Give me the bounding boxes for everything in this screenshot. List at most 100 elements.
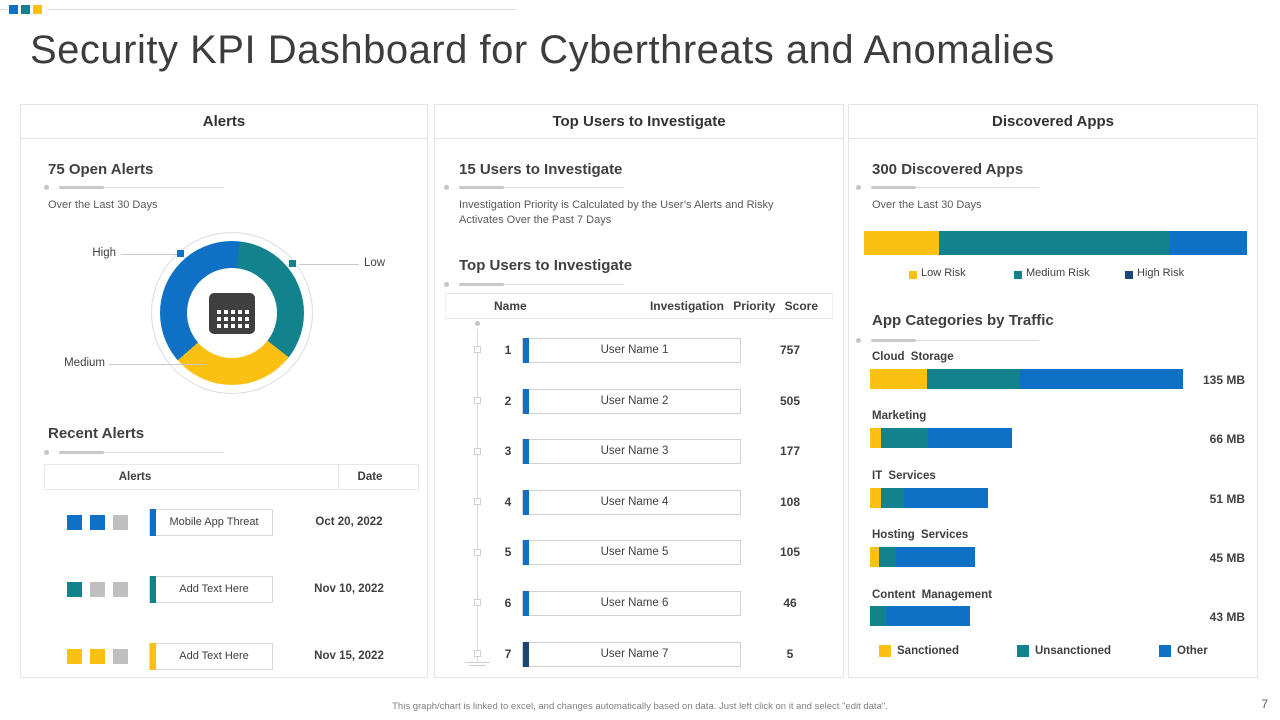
severity-square-icon bbox=[113, 649, 128, 664]
user-row: 4 User Name 4 108 bbox=[495, 489, 825, 516]
traffic-category-label: Hosting Services bbox=[872, 529, 969, 541]
alert-date: Nov 10, 2022 bbox=[314, 583, 384, 595]
alerts-panel-header: Alerts bbox=[21, 105, 427, 139]
column-divider bbox=[338, 465, 339, 489]
traffic-value: 66 MB bbox=[1209, 432, 1245, 446]
traffic-bar-chart[interactable] bbox=[870, 369, 1183, 389]
risk-bar-segment-high bbox=[1169, 231, 1247, 255]
alerts-panel: Alerts 75 Open Alerts Over the Last 30 D… bbox=[20, 104, 428, 678]
alert-accent-bar bbox=[150, 576, 156, 603]
traffic-segment-sanctioned bbox=[870, 428, 881, 448]
legend-square-other-icon bbox=[1159, 645, 1171, 657]
alert-row: Mobile App Threat Oct 20, 2022 bbox=[44, 509, 419, 536]
timeline-line bbox=[477, 329, 478, 661]
traffic-segment-sanctioned bbox=[870, 488, 881, 508]
page-title: Security KPI Dashboard for Cyberthreats … bbox=[30, 28, 1055, 72]
user-name: User Name 5 bbox=[600, 546, 669, 558]
user-name-box[interactable]: User Name 1 bbox=[522, 338, 741, 363]
severity-square-icon bbox=[90, 649, 105, 664]
user-name: User Name 4 bbox=[600, 496, 669, 508]
timeline-marker-icon bbox=[474, 346, 481, 353]
top-users-panel: Top Users to Investigate 15 Users to Inv… bbox=[434, 104, 844, 678]
user-score: 105 bbox=[779, 545, 801, 559]
traffic-category-label: Cloud Storage bbox=[872, 351, 954, 363]
traffic-segment-other bbox=[928, 428, 1012, 448]
user-name: User Name 3 bbox=[600, 445, 669, 457]
alerts-donut-chart[interactable] bbox=[160, 241, 304, 385]
alert-row: Add Text Here Nov 10, 2022 bbox=[44, 576, 419, 603]
timeline-start-dot-icon bbox=[475, 321, 480, 326]
traffic-bar-chart[interactable] bbox=[870, 606, 970, 626]
heading-rule bbox=[856, 185, 1039, 190]
traffic-segment-unsanctioned bbox=[879, 547, 896, 567]
timeline-end-cap bbox=[469, 665, 486, 666]
donut-callout-line-medium bbox=[109, 364, 205, 365]
user-name-box[interactable]: User Name 7 bbox=[522, 642, 741, 667]
legend-square-low-risk-icon bbox=[909, 271, 917, 279]
user-name: User Name 2 bbox=[600, 395, 669, 407]
donut-label-medium: Medium bbox=[64, 357, 105, 369]
donut-marker-low bbox=[289, 260, 296, 267]
donut-label-high: High bbox=[92, 247, 116, 259]
user-row: 3 User Name 3 177 bbox=[495, 438, 825, 465]
user-rank: 4 bbox=[504, 495, 512, 509]
legend-square-sanctioned-icon bbox=[879, 645, 891, 657]
column-header-score: Investigation Priority Score bbox=[649, 299, 818, 313]
user-name-box[interactable]: User Name 5 bbox=[522, 540, 741, 565]
open-alerts-kpi-subtitle: Over the Last 30 Days bbox=[48, 199, 158, 211]
deco-square-blue-icon bbox=[9, 5, 18, 14]
user-rank: 2 bbox=[504, 394, 512, 408]
apps-kpi-title: 300 Discovered Apps bbox=[872, 161, 1024, 178]
open-alerts-kpi-title: 75 Open Alerts bbox=[48, 161, 154, 178]
alert-label-box[interactable]: Add Text Here bbox=[149, 643, 273, 670]
legend-label-other: Other bbox=[1177, 645, 1208, 657]
legend-label-low-risk: Low Risk bbox=[921, 267, 966, 279]
user-name-box[interactable]: User Name 4 bbox=[522, 490, 741, 515]
user-rank: 1 bbox=[504, 343, 512, 357]
traffic-bar-chart[interactable] bbox=[870, 428, 1012, 448]
heading-rule bbox=[444, 282, 624, 287]
recent-alerts-header-row: Alerts Date bbox=[44, 464, 419, 490]
deco-square-teal-icon bbox=[21, 5, 30, 14]
donut-outer-ring bbox=[151, 232, 313, 394]
risk-stacked-bar-chart[interactable] bbox=[864, 231, 1247, 255]
traffic-segment-other bbox=[896, 547, 975, 567]
traffic-bar-chart[interactable] bbox=[870, 488, 988, 508]
user-name-box[interactable]: User Name 3 bbox=[522, 439, 741, 464]
heading-rule bbox=[856, 338, 1039, 343]
deco-line-left bbox=[0, 9, 7, 10]
legend-label-high-risk: High Risk bbox=[1137, 267, 1185, 279]
alert-label-box[interactable]: Add Text Here bbox=[149, 576, 273, 603]
traffic-segment-unsanctioned bbox=[881, 428, 928, 448]
alert-label: Mobile App Threat bbox=[169, 516, 259, 528]
traffic-value: 51 MB bbox=[1209, 492, 1245, 506]
traffic-segment-sanctioned bbox=[870, 547, 879, 567]
traffic-segment-unsanctioned bbox=[881, 488, 904, 508]
traffic-segment-other bbox=[886, 606, 970, 626]
risk-bar-segment-medium bbox=[939, 231, 1170, 255]
user-name-box[interactable]: User Name 6 bbox=[522, 591, 741, 616]
traffic-bar-chart[interactable] bbox=[870, 547, 975, 567]
traffic-section-title: App Categories by Traffic bbox=[872, 312, 1054, 329]
alert-label-box[interactable]: Mobile App Threat bbox=[149, 509, 273, 536]
user-name-box[interactable]: User Name 2 bbox=[522, 389, 741, 414]
footer-note: This graph/chart is linked to excel, and… bbox=[392, 701, 888, 712]
legend-label-medium-risk: Medium Risk bbox=[1026, 267, 1090, 279]
risk-bar-segment-low bbox=[864, 231, 940, 255]
user-row: 2 User Name 2 505 bbox=[495, 388, 825, 415]
traffic-value: 43 MB bbox=[1209, 610, 1245, 624]
users-table-title: Top Users to Investigate bbox=[459, 257, 633, 274]
user-score: 46 bbox=[783, 596, 797, 610]
severity-square-icon bbox=[90, 582, 105, 597]
discovered-apps-panel-header: Discovered Apps bbox=[849, 105, 1257, 139]
user-rank: 3 bbox=[504, 444, 512, 458]
recent-alerts-title: Recent Alerts bbox=[48, 425, 145, 442]
donut-label-low: Low bbox=[364, 257, 386, 269]
donut-marker-medium bbox=[207, 361, 214, 368]
user-name: User Name 7 bbox=[600, 648, 669, 660]
alert-row: Add Text Here Nov 15, 2022 bbox=[44, 643, 419, 670]
heading-rule bbox=[44, 450, 224, 455]
severity-square-icon bbox=[113, 515, 128, 530]
timeline-marker-icon bbox=[474, 549, 481, 556]
